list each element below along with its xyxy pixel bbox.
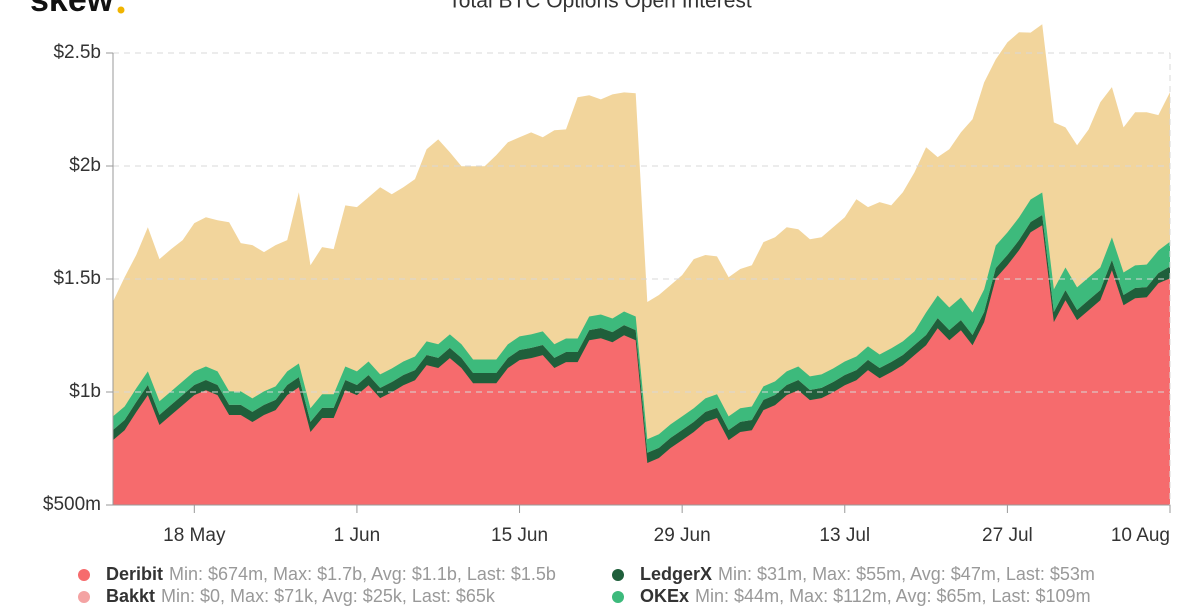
legend-marker xyxy=(612,569,624,581)
legend-entry: OKEx Min: $44m, Max: $112m, Avg: $65m, La… xyxy=(640,586,1091,606)
x-tick-label: 1 Jun xyxy=(334,525,380,546)
chart-title: Total BTC Options Open Interest xyxy=(448,0,752,13)
legend-name: LedgerX xyxy=(640,564,712,584)
legend-stats: Min: $674m, Max: $1.7b, Avg: $1.1b, Last… xyxy=(169,564,556,584)
legend-stats: Min: $44m, Max: $112m, Avg: $65m, Last: … xyxy=(695,586,1091,606)
y-tick-label: $500m xyxy=(43,494,101,515)
x-tick-label: 18 May xyxy=(163,525,226,546)
x-tick-label: 13 Jul xyxy=(819,525,870,546)
legend: Deribit Min: $674m, Max: $1.7b, Avg: $1.1… xyxy=(78,564,1095,606)
legend-name: Deribit xyxy=(106,564,163,584)
area xyxy=(113,24,1170,440)
legend-marker xyxy=(78,591,90,603)
legend-stats: Min: $31m, Max: $55m, Avg: $47m, Last: $… xyxy=(718,564,1095,584)
legend-entry: Bakkt Min: $0, Max: $71k, Avg: $25k, Last… xyxy=(106,586,496,606)
plot-area: $500m $1b $1.5b $2b $2.5b 18 May 1 Jun 15 Jun 29… xyxy=(43,24,1171,546)
legend-entry: Deribit Min: $674m, Max: $1.7b, Avg: $1.1… xyxy=(106,564,556,584)
brand-logo: skew xyxy=(30,0,114,19)
y-tick-label: $1b xyxy=(69,381,101,402)
y-tick-label: $2b xyxy=(69,155,101,176)
legend-entry: LedgerX Min: $31m, Max: $55m, Avg: $47m, … xyxy=(640,564,1095,584)
y-tick-label: $2.5b xyxy=(53,42,101,63)
legend-name: OKEx xyxy=(640,586,689,606)
legend-marker xyxy=(78,569,90,581)
legend-name: Bakkt xyxy=(106,586,155,606)
x-tick-label: 15 Jun xyxy=(491,525,548,546)
brand-dot xyxy=(117,6,125,14)
y-tick-label: $1.5b xyxy=(53,268,101,289)
legend-marker xyxy=(612,591,624,603)
legend-stats: Min: $0, Max: $71k, Avg: $25k, Last: $65… xyxy=(161,586,496,606)
x-tick-label: 10 Aug xyxy=(1111,525,1170,546)
x-tick-label: 27 Jul xyxy=(982,525,1033,546)
x-tick-label: 29 Jun xyxy=(654,525,711,546)
